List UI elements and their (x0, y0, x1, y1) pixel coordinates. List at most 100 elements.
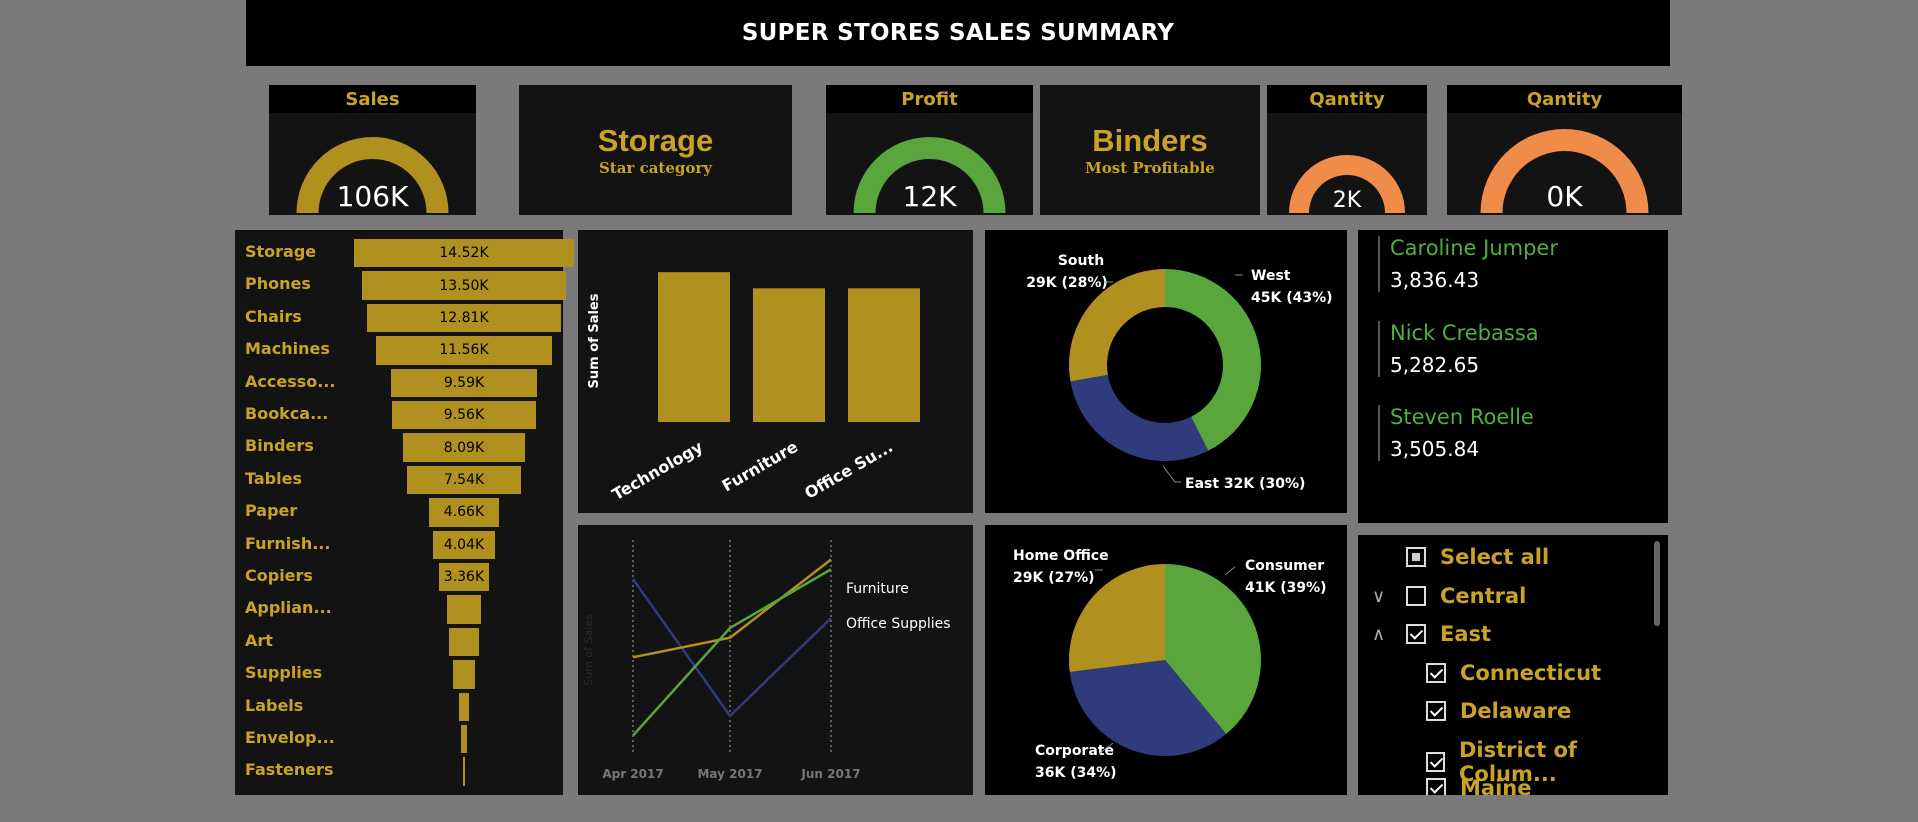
top-customers-card[interactable]: Caroline Jumper 3,836.43 Nick Crebassa 5… (1358, 230, 1668, 523)
slicer-item[interactable]: Maine (1426, 776, 1531, 795)
leader-line (1224, 566, 1236, 576)
y-axis-label: Sum of Sales (587, 293, 602, 388)
funnel-bar[interactable]: 11.56K (376, 336, 552, 365)
funnel-bar[interactable] (453, 660, 475, 689)
funnel-category-label: Tables (245, 468, 302, 488)
monthly-sales-line-chart[interactable]: Sum of Sales Apr 2017 May 2017 Jun 2017 Furn… (578, 525, 973, 795)
segment-pie-chart[interactable]: Consumer 41K (39%) Corporate 36K (34%) Home … (985, 525, 1347, 795)
funnel-bar[interactable]: 4.66K (428, 498, 500, 527)
category-bar[interactable] (658, 272, 730, 422)
slicer-item[interactable]: District of Colum... (1426, 738, 1668, 786)
funnel-bar[interactable] (463, 757, 465, 786)
pie-slice[interactable] (1165, 269, 1261, 451)
funnel-bar[interactable]: 13.50K (361, 271, 567, 300)
category-bar[interactable] (848, 288, 920, 422)
funnel-bar[interactable] (460, 725, 468, 754)
checkbox[interactable] (1426, 778, 1446, 795)
funnel-bar[interactable]: 3.36K (438, 563, 490, 592)
gauge-arc (296, 137, 449, 213)
funnel-bar[interactable]: 12.81K (366, 303, 562, 333)
monthly-sales-svg: Sum of Sales Apr 2017 May 2017 Jun 2017 Furn… (582, 540, 951, 781)
x-tick-label: May 2017 (697, 767, 762, 781)
funnel-category-label: Phones (245, 274, 311, 294)
slicer-item-label: Maine (1460, 776, 1532, 795)
slicer-item[interactable]: Delaware (1426, 699, 1571, 723)
customer-value: 3,836.43 (1390, 268, 1480, 292)
checkbox[interactable] (1406, 624, 1426, 644)
quantity-gauge-card[interactable]: Qantity 2K (1267, 85, 1427, 215)
customer-value: 3,505.84 (1390, 437, 1480, 461)
slice-value-label: 29K (28%) (1026, 275, 1108, 291)
checkbox[interactable] (1426, 701, 1446, 721)
sales-gauge: 106K (269, 113, 476, 215)
funnel-category-label: Paper (245, 501, 298, 521)
checkbox[interactable] (1426, 751, 1445, 772)
gauge-arc (853, 137, 1006, 213)
funnel-category-label: Bookca... (245, 404, 329, 423)
funnel-bar[interactable] (446, 595, 482, 624)
funnel-category-label: Envelop... (245, 728, 335, 747)
checkbox[interactable] (1426, 662, 1446, 683)
customer-name: Caroline Jumper (1390, 236, 1558, 260)
slicer-item[interactable]: Select all (1406, 545, 1549, 569)
region-donut-svg: West 45K (43%) East 32K (30%) South 29K (28%… (1026, 253, 1332, 492)
funnel-bar[interactable]: 8.09K (402, 433, 526, 462)
quantity-gauge-2: 0K (1447, 113, 1682, 215)
gauge-value: 0K (1546, 180, 1583, 213)
slicer-item-label: East (1440, 622, 1492, 646)
funnel-bar[interactable]: 7.54K (406, 465, 522, 495)
quantity-gauge: 2K (1267, 113, 1427, 215)
sales-gauge-card[interactable]: Sales 106K (269, 85, 476, 215)
category-tick-label: Technology (609, 437, 707, 504)
dashboard-title: SUPER STORES SALES SUMMARY (246, 0, 1670, 66)
customer-entry: Steven Roelle 3,505.84 (1378, 405, 1534, 461)
funnel-category-label: Supplies (245, 663, 323, 683)
series-line[interactable] (632, 568, 832, 737)
star-category-card[interactable]: Storage Star category (519, 85, 792, 215)
checkbox[interactable] (1406, 585, 1426, 606)
profit-gauge-card[interactable]: Profit 12K (826, 85, 1033, 215)
quantity-gauge-2-title: Qantity (1447, 85, 1682, 113)
slicer-item[interactable]: Connecticut (1426, 661, 1601, 685)
checkbox[interactable] (1406, 547, 1426, 567)
legend-label: Furniture (846, 581, 909, 597)
funnel-bar[interactable] (458, 692, 470, 721)
category-bar[interactable] (753, 288, 825, 422)
slicer-item[interactable]: East (1406, 622, 1491, 646)
funnel-bar[interactable]: 4.04K (433, 530, 495, 559)
funnel-bar[interactable]: 14.52K (354, 239, 574, 268)
category-tick-label: Office Su... (801, 437, 896, 503)
star-category-value: Storage (597, 123, 714, 158)
leader-line (1162, 465, 1181, 483)
category-sales-chart[interactable]: Sum of Sales Technology Furniture Office Su… (578, 230, 973, 513)
pie-slice[interactable] (1069, 269, 1165, 382)
slice-label: Consumer (1245, 558, 1324, 574)
slicer-scrollbar[interactable] (1654, 541, 1660, 626)
pie-slice[interactable] (1069, 564, 1165, 673)
pie-slice[interactable] (1069, 660, 1227, 756)
leader-line (1099, 742, 1114, 754)
most-profitable-card[interactable]: Binders Most Profitable (1040, 85, 1260, 215)
funnel-bar[interactable]: 9.56K (391, 401, 537, 430)
sub-category-funnel-chart[interactable]: Storage 14.52K Phones 13.50K Chairs 12.81K Mac… (235, 230, 574, 795)
legend-label: Office Supplies (846, 616, 951, 632)
series-line[interactable] (631, 578, 832, 718)
category-tick-label: Furniture (719, 437, 801, 496)
gauge-svg (1289, 155, 1405, 213)
quantity-gauge-2-card[interactable]: Qantity 0K (1447, 85, 1682, 215)
customer-name: Nick Crebassa (1390, 321, 1539, 345)
pie-slice[interactable] (1165, 564, 1261, 734)
region-state-slicer[interactable]: Select all ∨ Central ∧ East Connecticut Delawa… (1358, 535, 1668, 795)
pie-slice[interactable] (1070, 374, 1209, 461)
funnel-category-label: Labels (245, 695, 304, 715)
most-profitable-label: Most Profitable (1085, 159, 1215, 177)
gauge-svg (853, 137, 1006, 213)
series-line[interactable] (632, 558, 832, 659)
region-donut-chart[interactable]: West 45K (43%) East 32K (30%) South 29K (28%… (985, 230, 1347, 513)
funnel-bar[interactable]: 9.59K (391, 368, 537, 397)
chevron-up-icon[interactable]: ∧ (1372, 624, 1386, 645)
funnel-bar[interactable] (448, 627, 480, 657)
slicer-item[interactable]: Central (1406, 584, 1526, 608)
slicer-item-label: Select all (1440, 545, 1550, 569)
chevron-down-icon[interactable]: ∨ (1372, 585, 1386, 607)
